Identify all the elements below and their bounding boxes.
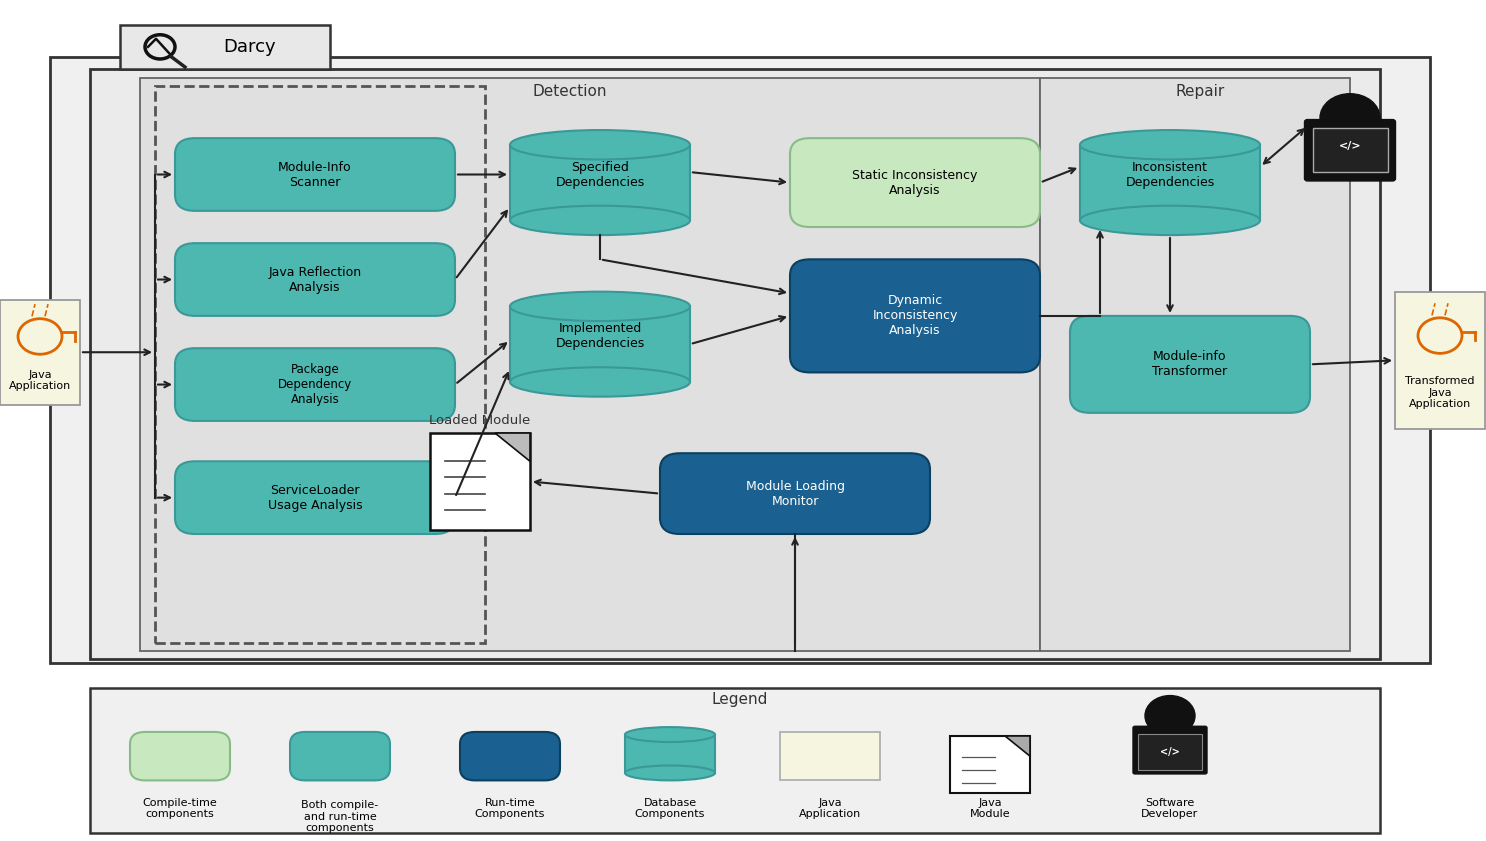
FancyBboxPatch shape <box>290 732 389 780</box>
Text: ServiceLoader
Usage Analysis: ServiceLoader Usage Analysis <box>267 484 363 511</box>
Bar <box>1395 292 1485 429</box>
Bar <box>120 25 330 70</box>
Text: Compile-time
components: Compile-time components <box>143 798 217 819</box>
Bar <box>1080 145 1260 220</box>
Text: Module-info
Transformer: Module-info Transformer <box>1153 351 1227 378</box>
Ellipse shape <box>510 206 690 235</box>
Text: Transformed
Java
Application: Transformed Java Application <box>1406 376 1474 410</box>
Ellipse shape <box>1080 206 1260 235</box>
Polygon shape <box>495 433 531 462</box>
Bar <box>0 299 80 405</box>
Bar <box>510 306 690 382</box>
Bar <box>950 736 1030 792</box>
Ellipse shape <box>510 130 690 160</box>
FancyBboxPatch shape <box>1070 316 1311 413</box>
Bar <box>91 687 1380 833</box>
Bar <box>140 77 1040 651</box>
Ellipse shape <box>626 765 715 780</box>
FancyBboxPatch shape <box>461 732 560 780</box>
FancyBboxPatch shape <box>129 732 230 780</box>
Text: Database
Components: Database Components <box>635 798 706 819</box>
FancyBboxPatch shape <box>175 243 455 316</box>
Circle shape <box>1146 696 1195 736</box>
Text: Specified
Dependencies: Specified Dependencies <box>556 161 645 188</box>
Text: Implemented
Dependencies: Implemented Dependencies <box>556 322 645 350</box>
Circle shape <box>1320 93 1380 142</box>
Text: Module Loading
Monitor: Module Loading Monitor <box>746 479 844 508</box>
Bar <box>429 433 531 530</box>
Text: Java
Module: Java Module <box>970 798 1010 819</box>
Text: Loaded Module: Loaded Module <box>429 415 531 427</box>
Text: Java
Application: Java Application <box>799 798 860 819</box>
Polygon shape <box>1005 736 1030 756</box>
FancyBboxPatch shape <box>791 259 1040 373</box>
Text: Both compile-
and run-time
components: Both compile- and run-time components <box>302 800 379 833</box>
FancyBboxPatch shape <box>175 348 455 420</box>
Bar <box>51 57 1430 664</box>
Ellipse shape <box>626 727 715 742</box>
Text: Dynamic
Inconsistency
Analysis: Dynamic Inconsistency Analysis <box>872 294 957 337</box>
Bar <box>510 145 690 220</box>
FancyBboxPatch shape <box>1305 119 1395 181</box>
FancyBboxPatch shape <box>175 138 455 211</box>
Bar <box>1312 128 1388 172</box>
Bar <box>1040 77 1349 651</box>
Text: </>: </> <box>1339 141 1361 151</box>
Text: </>: </> <box>1161 747 1180 757</box>
FancyBboxPatch shape <box>791 138 1040 227</box>
Ellipse shape <box>510 292 690 321</box>
FancyBboxPatch shape <box>660 453 930 534</box>
Text: Software
Developer: Software Developer <box>1141 798 1199 819</box>
Text: Darcy: Darcy <box>224 38 276 56</box>
Bar <box>91 70 1380 659</box>
Text: Legend: Legend <box>712 692 768 707</box>
Text: Repair: Repair <box>1175 84 1224 98</box>
Bar <box>155 86 484 643</box>
Text: Static Inconsistency
Analysis: Static Inconsistency Analysis <box>853 168 978 197</box>
Text: Java
Application: Java Application <box>9 370 71 391</box>
Text: Package
Dependency
Analysis: Package Dependency Analysis <box>278 363 352 406</box>
Ellipse shape <box>510 368 690 397</box>
Text: Module-Info
Scanner: Module-Info Scanner <box>278 161 352 188</box>
Text: Inconsistent
Dependencies: Inconsistent Dependencies <box>1125 161 1214 188</box>
Text: Run-time
Components: Run-time Components <box>476 798 545 819</box>
Text: Java Reflection
Analysis: Java Reflection Analysis <box>269 266 361 294</box>
Bar <box>780 732 880 780</box>
Text: Detection: Detection <box>533 84 608 98</box>
FancyBboxPatch shape <box>175 462 455 534</box>
Bar <box>626 734 715 773</box>
FancyBboxPatch shape <box>1132 727 1207 774</box>
Bar <box>1138 733 1202 770</box>
Ellipse shape <box>1080 130 1260 160</box>
